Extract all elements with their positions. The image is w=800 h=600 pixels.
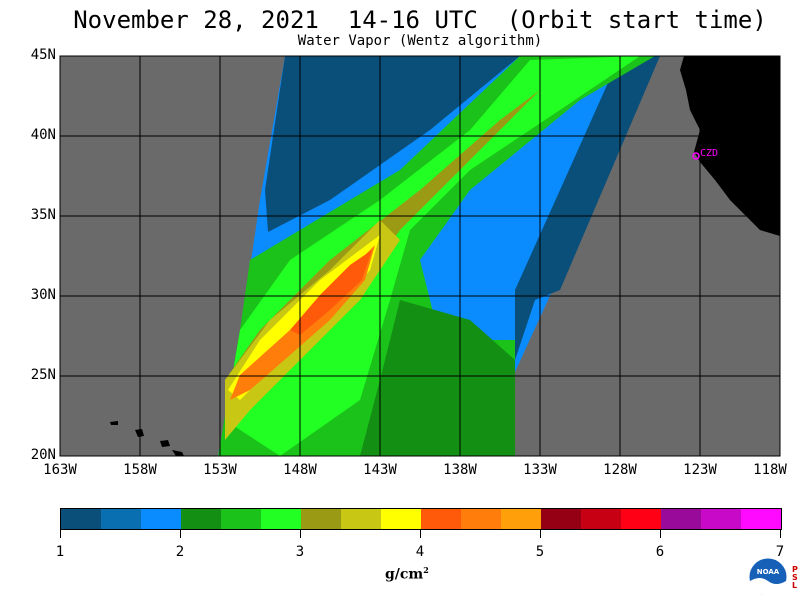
colorbar-swatch — [741, 509, 781, 529]
colorbar-swatch — [581, 509, 621, 529]
lat-label: 40N — [30, 127, 56, 143]
colorbar-tick — [300, 530, 301, 538]
lon-label: 123W — [683, 462, 717, 478]
colorbar-label: 1 — [55, 544, 65, 560]
lon-label: 148W — [283, 462, 317, 478]
colorbar-tick — [420, 530, 421, 538]
swath-dark-green-core — [360, 300, 515, 456]
colorbar-label: 3 — [295, 544, 305, 560]
lat-label: 20N — [30, 447, 56, 463]
psl-logo: P S L — [792, 565, 798, 590]
colorbar-swatch — [341, 509, 381, 529]
swath-orange-red — [290, 250, 372, 335]
colorbar-label: 6 — [655, 544, 665, 560]
colorbar-swatch — [181, 509, 221, 529]
colorbar-tick — [180, 530, 181, 538]
colorbar-label: 7 — [775, 544, 785, 560]
lat-label: 30N — [30, 287, 56, 303]
lon-label: 133W — [523, 462, 557, 478]
land-hawaii-3 — [160, 440, 170, 447]
lon-label: 158W — [123, 462, 157, 478]
swath-dark-band-right — [515, 56, 660, 360]
colorbar-label: 2 — [175, 544, 185, 560]
lat-label: 25N — [30, 367, 56, 383]
noaa-logo: NOAA — [748, 557, 788, 597]
page-subtitle: Water Vapor (Wentz algorithm) — [297, 33, 543, 49]
swath-bright-green — [225, 56, 640, 456]
colorbar-tick — [540, 530, 541, 538]
gridlines — [60, 56, 780, 456]
colorbar-label: 4 — [415, 544, 425, 560]
land-hawaii-1 — [110, 421, 118, 425]
station-marker — [692, 152, 700, 160]
colorbar-label: 5 — [535, 544, 545, 560]
colorbar-swatch — [101, 509, 141, 529]
colorbar-swatch — [421, 509, 461, 529]
lon-label: 138W — [443, 462, 477, 478]
swath-dark-band-upper — [265, 56, 520, 232]
colorbar-swatch — [461, 509, 501, 529]
lon-label: 153W — [203, 462, 237, 478]
lon-label: 143W — [363, 462, 397, 478]
colorbar-swatch — [661, 509, 701, 529]
colorbar-swatch — [261, 509, 301, 529]
station-label: CZD — [700, 148, 718, 159]
svg-text:NOAA: NOAA — [757, 568, 780, 576]
colorbar-swatch — [221, 509, 261, 529]
colorbar-swatch — [701, 509, 741, 529]
colorbar-swatch — [381, 509, 421, 529]
lon-label: 163W — [43, 462, 77, 478]
colorbar-swatch — [501, 509, 541, 529]
colorbar-swatch — [301, 509, 341, 529]
colorbar-tick — [60, 530, 61, 538]
colorbar-tick — [780, 530, 781, 538]
lon-label: 118W — [753, 462, 787, 478]
map-frame — [59, 55, 781, 457]
colorbar-swatch — [541, 509, 581, 529]
lon-label: 128W — [603, 462, 637, 478]
colorbar-swatch — [141, 509, 181, 529]
colorbar-swatch — [61, 509, 101, 529]
page-title: November 28, 2021 14-16 UTC (Orbit start… — [73, 6, 767, 34]
land-north-america — [680, 56, 780, 236]
colorbar — [60, 508, 782, 530]
colorbar-swatch — [621, 509, 661, 529]
units-label: g/cm2 — [385, 565, 429, 583]
colorbar-tick — [660, 530, 661, 538]
lat-label: 35N — [30, 207, 56, 223]
land-hawaii-4 — [172, 450, 184, 456]
lat-label: 45N — [30, 47, 56, 63]
